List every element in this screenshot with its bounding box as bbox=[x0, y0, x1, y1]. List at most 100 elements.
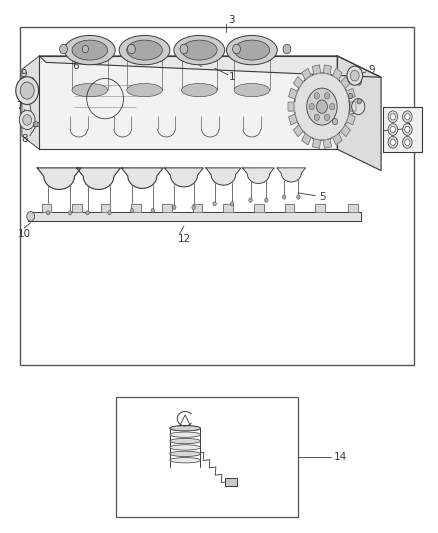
Circle shape bbox=[46, 211, 50, 215]
Text: 4: 4 bbox=[405, 123, 412, 133]
Polygon shape bbox=[193, 204, 202, 212]
Circle shape bbox=[347, 66, 363, 85]
Polygon shape bbox=[348, 204, 358, 212]
Polygon shape bbox=[333, 134, 342, 145]
Circle shape bbox=[233, 44, 240, 54]
Ellipse shape bbox=[234, 40, 270, 60]
Circle shape bbox=[108, 211, 111, 215]
Polygon shape bbox=[289, 88, 297, 99]
Polygon shape bbox=[323, 65, 331, 74]
Text: 9: 9 bbox=[21, 69, 28, 78]
Circle shape bbox=[68, 211, 72, 215]
Ellipse shape bbox=[127, 83, 162, 97]
Text: 14: 14 bbox=[334, 452, 347, 462]
Circle shape bbox=[283, 44, 291, 54]
Circle shape bbox=[309, 103, 314, 110]
Ellipse shape bbox=[174, 35, 225, 65]
Circle shape bbox=[329, 103, 335, 110]
Polygon shape bbox=[346, 114, 355, 125]
Bar bbox=[383, 107, 422, 152]
Polygon shape bbox=[313, 139, 321, 148]
Ellipse shape bbox=[72, 83, 108, 97]
Circle shape bbox=[405, 126, 410, 133]
Circle shape bbox=[307, 88, 337, 125]
Bar bbox=[33, 122, 39, 126]
Polygon shape bbox=[277, 168, 305, 182]
Ellipse shape bbox=[170, 457, 201, 463]
Text: 12: 12 bbox=[177, 235, 191, 244]
Polygon shape bbox=[346, 88, 355, 99]
Circle shape bbox=[283, 195, 286, 199]
Text: 1: 1 bbox=[229, 72, 236, 82]
Polygon shape bbox=[313, 65, 321, 74]
Polygon shape bbox=[302, 68, 311, 79]
Text: 6: 6 bbox=[72, 61, 79, 70]
Polygon shape bbox=[165, 168, 203, 187]
Polygon shape bbox=[42, 204, 51, 212]
Ellipse shape bbox=[72, 40, 108, 60]
Ellipse shape bbox=[234, 83, 270, 97]
Circle shape bbox=[405, 114, 410, 120]
Circle shape bbox=[348, 75, 353, 80]
Text: 3: 3 bbox=[228, 15, 234, 25]
Polygon shape bbox=[206, 168, 241, 185]
Circle shape bbox=[332, 118, 338, 125]
Ellipse shape bbox=[170, 425, 201, 431]
Ellipse shape bbox=[170, 445, 201, 450]
Polygon shape bbox=[39, 56, 337, 149]
Circle shape bbox=[60, 44, 67, 54]
Text: 13: 13 bbox=[184, 53, 197, 62]
Text: 8: 8 bbox=[21, 134, 28, 143]
Ellipse shape bbox=[170, 451, 201, 456]
Ellipse shape bbox=[170, 425, 201, 431]
Circle shape bbox=[151, 208, 155, 213]
Circle shape bbox=[27, 212, 35, 221]
Bar bbox=[116, 397, 298, 517]
Circle shape bbox=[230, 201, 234, 206]
Circle shape bbox=[388, 124, 398, 135]
Ellipse shape bbox=[226, 35, 277, 65]
Circle shape bbox=[388, 111, 398, 123]
Text: 6: 6 bbox=[18, 88, 25, 98]
Circle shape bbox=[297, 195, 300, 199]
Circle shape bbox=[403, 111, 412, 123]
Circle shape bbox=[130, 208, 134, 213]
Polygon shape bbox=[254, 204, 264, 212]
Polygon shape bbox=[101, 204, 110, 212]
Polygon shape bbox=[315, 204, 325, 212]
Circle shape bbox=[390, 139, 396, 146]
Polygon shape bbox=[39, 56, 381, 77]
Polygon shape bbox=[323, 139, 331, 148]
Polygon shape bbox=[289, 114, 297, 125]
Ellipse shape bbox=[170, 432, 201, 437]
Text: 6: 6 bbox=[348, 114, 355, 123]
Bar bbox=[20, 27, 414, 365]
Polygon shape bbox=[337, 56, 381, 171]
Polygon shape bbox=[72, 204, 82, 212]
Polygon shape bbox=[288, 102, 294, 111]
Polygon shape bbox=[77, 168, 120, 189]
Circle shape bbox=[316, 100, 328, 114]
Circle shape bbox=[180, 44, 188, 54]
Text: 10: 10 bbox=[18, 229, 31, 239]
Polygon shape bbox=[341, 77, 350, 88]
Polygon shape bbox=[131, 204, 141, 212]
Circle shape bbox=[127, 44, 135, 54]
Circle shape bbox=[348, 93, 353, 99]
Circle shape bbox=[86, 211, 89, 215]
Circle shape bbox=[390, 114, 396, 120]
Circle shape bbox=[403, 124, 412, 135]
Circle shape bbox=[294, 73, 350, 140]
Polygon shape bbox=[122, 168, 163, 188]
Text: 9: 9 bbox=[368, 65, 375, 75]
Text: 5: 5 bbox=[319, 192, 326, 202]
Polygon shape bbox=[162, 204, 172, 212]
Polygon shape bbox=[22, 56, 39, 149]
Polygon shape bbox=[293, 77, 303, 88]
Ellipse shape bbox=[127, 40, 162, 60]
Polygon shape bbox=[37, 168, 81, 189]
Ellipse shape bbox=[181, 40, 217, 60]
Circle shape bbox=[213, 201, 216, 206]
Ellipse shape bbox=[119, 35, 170, 65]
Polygon shape bbox=[243, 168, 274, 183]
